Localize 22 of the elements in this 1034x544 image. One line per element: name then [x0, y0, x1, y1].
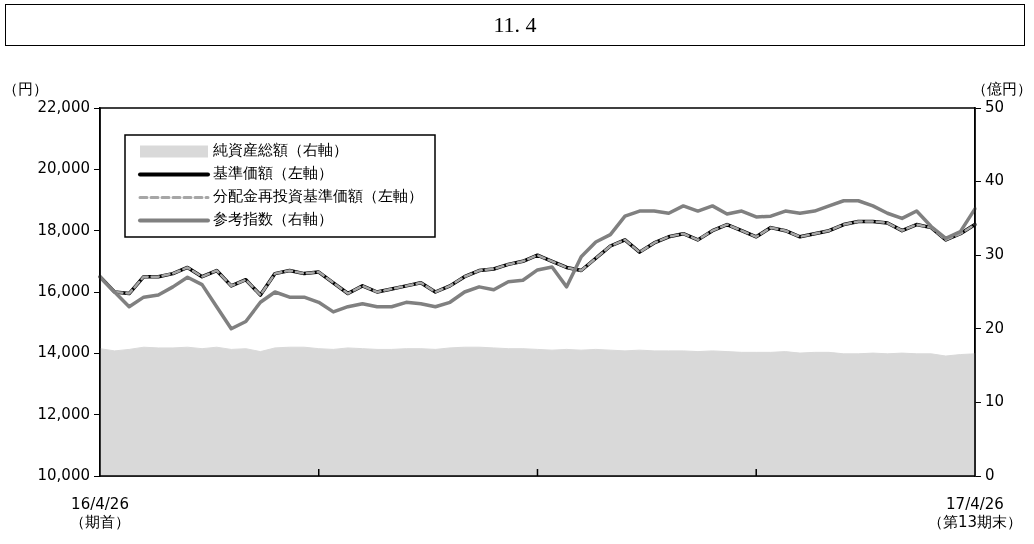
y2-axis-title: （億円）: [972, 80, 1032, 99]
y-tick-label: 10,000: [37, 465, 90, 484]
legend-label: 基準価額（左軸）: [213, 164, 333, 183]
x-tick-label: 16/4/26 （期首）: [70, 494, 130, 531]
y-tick-label: 14,000: [37, 343, 90, 362]
y-tick-label: 20,000: [37, 159, 90, 178]
legend-label: 分配金再投資基準価額（左軸）: [213, 187, 423, 206]
y2-tick-label: 40: [984, 171, 1005, 190]
x-tick-label: 17/4/26 （第13期末）: [927, 494, 1022, 531]
legend-label: 純資産総額（右軸）: [213, 141, 348, 160]
y-tick-label: 12,000: [37, 404, 90, 423]
y-tick-label: 18,000: [37, 220, 90, 239]
y2-tick-label: 20: [984, 318, 1005, 337]
y2-tick-label: 0: [984, 465, 995, 484]
y-tick-label: 16,000: [37, 281, 90, 300]
y2-tick-label: 10: [984, 392, 1005, 411]
y-axis-title: （円）: [2, 80, 48, 99]
chart-title: 11. 4: [5, 4, 1025, 46]
legend-label: 参考指数（右軸）: [213, 210, 333, 229]
y2-tick-label: 50: [984, 97, 1005, 116]
y-tick-label: 22,000: [37, 97, 90, 116]
y2-tick-label: 30: [984, 245, 1005, 264]
